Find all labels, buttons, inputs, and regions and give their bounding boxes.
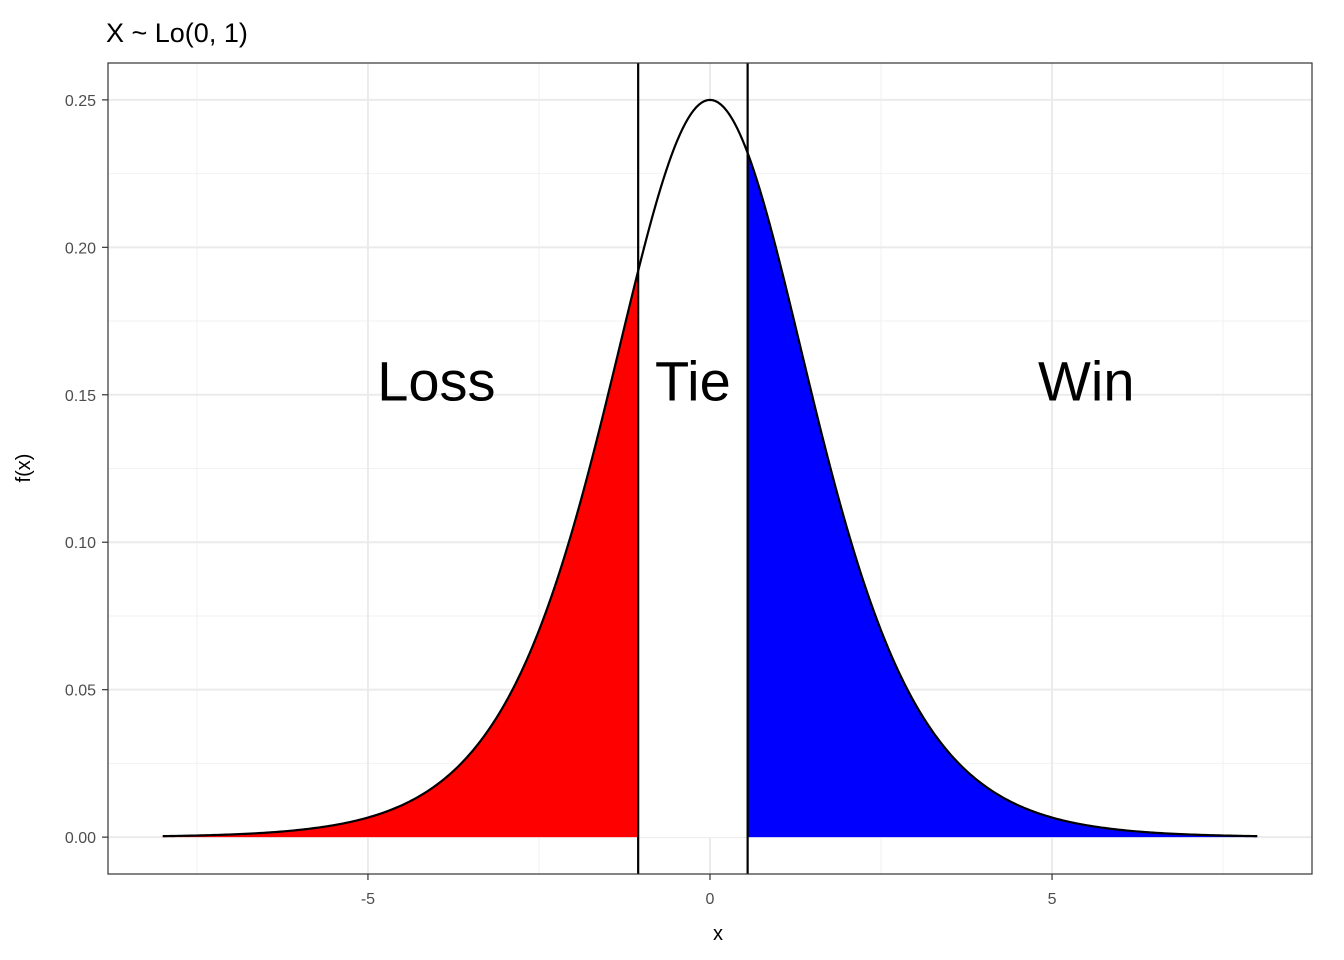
y-axis-label: f(x) [13,454,35,483]
region-fill-win [747,152,1258,838]
density-curve [162,98,1258,838]
y-tick-label: 0.20 [65,240,96,257]
y-tick-label: 0.10 [65,535,96,552]
x-tick-label: -5 [361,891,375,908]
x-tick-label: 5 [1048,891,1057,908]
density-curve-layer [162,98,1258,838]
y-tick-label: 0.25 [65,93,96,110]
threshold-lines [637,63,749,874]
region-label-win: Win [1038,350,1134,413]
region-labels: Loss Tie Win [377,350,1134,413]
region-label-tie: Tie [655,350,731,413]
x-axis: -5 0 5 [361,874,1057,908]
x-axis-label: x [713,923,723,945]
x-tick-label: 0 [706,891,715,908]
chart-title: X ~ Lo(0, 1) [106,18,248,48]
region-fill-loss [162,270,639,838]
y-tick-label: 0.05 [65,683,96,700]
region-fills [162,99,1258,838]
region-label-loss: Loss [377,350,495,413]
y-axis: 0.00 0.05 0.10 0.15 0.20 0.25 [65,93,108,847]
region-fill-tie [638,99,748,838]
y-tick-label: 0.15 [65,388,96,405]
y-tick-label: 0.00 [65,830,96,847]
